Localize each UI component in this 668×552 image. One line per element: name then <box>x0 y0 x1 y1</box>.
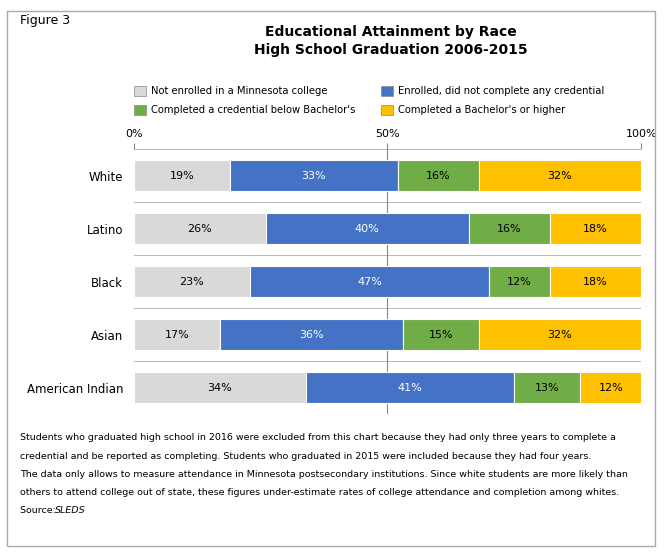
Text: others to attend college out of state, these figures under-estimate rates of col: others to attend college out of state, t… <box>20 488 619 497</box>
Bar <box>250 266 489 298</box>
Text: 32%: 32% <box>548 171 572 181</box>
Text: Completed a Bachelor's or higher: Completed a Bachelor's or higher <box>398 105 565 115</box>
Text: The data only allows to measure attendance in Minnesota postsecondary institutio: The data only allows to measure attendan… <box>20 470 628 479</box>
Text: 23%: 23% <box>180 277 204 286</box>
Bar <box>397 160 479 192</box>
Bar <box>134 319 220 351</box>
Text: 13%: 13% <box>535 383 560 392</box>
Text: Enrolled, did not complete any credential: Enrolled, did not complete any credentia… <box>398 86 605 96</box>
Text: Figure 3: Figure 3 <box>20 14 70 27</box>
Text: 32%: 32% <box>548 330 572 339</box>
Text: Not enrolled in a Minnesota college: Not enrolled in a Minnesota college <box>151 86 327 96</box>
Bar <box>479 319 641 351</box>
Bar <box>134 213 266 245</box>
Bar <box>479 160 641 192</box>
Bar <box>220 319 403 351</box>
Bar <box>230 160 397 192</box>
Bar <box>514 371 580 404</box>
Text: 17%: 17% <box>164 330 189 339</box>
Text: 41%: 41% <box>398 383 423 392</box>
Text: 34%: 34% <box>208 383 232 392</box>
Bar <box>134 266 250 298</box>
Text: 26%: 26% <box>187 224 212 233</box>
Text: 16%: 16% <box>497 224 522 233</box>
Text: 33%: 33% <box>301 171 326 181</box>
Text: credential and be reported as completing. Students who graduated in 2015 were in: credential and be reported as completing… <box>20 452 591 460</box>
Text: 36%: 36% <box>299 330 323 339</box>
Bar <box>134 160 230 192</box>
Bar <box>550 213 641 245</box>
Text: 40%: 40% <box>355 224 379 233</box>
Text: SLEDS: SLEDS <box>55 506 86 515</box>
Bar <box>134 371 306 404</box>
Text: 12%: 12% <box>507 277 532 286</box>
Text: 18%: 18% <box>583 224 608 233</box>
Text: Educational Attainment by Race
High School Graduation 2006-2015: Educational Attainment by Race High Scho… <box>254 25 528 57</box>
Text: Completed a credential below Bachelor's: Completed a credential below Bachelor's <box>151 105 355 115</box>
Bar <box>306 371 514 404</box>
Text: 16%: 16% <box>426 171 450 181</box>
Text: 12%: 12% <box>599 383 623 392</box>
Text: 19%: 19% <box>170 171 194 181</box>
Text: 47%: 47% <box>357 277 382 286</box>
Text: Source:: Source: <box>20 506 59 515</box>
Text: 18%: 18% <box>583 277 608 286</box>
Bar <box>469 213 550 245</box>
Bar <box>266 213 469 245</box>
Text: 15%: 15% <box>428 330 453 339</box>
Bar <box>403 319 479 351</box>
Bar <box>489 266 550 298</box>
Bar <box>550 266 641 298</box>
Bar <box>580 371 641 404</box>
Text: Students who graduated high school in 2016 were excluded from this chart because: Students who graduated high school in 20… <box>20 433 616 442</box>
